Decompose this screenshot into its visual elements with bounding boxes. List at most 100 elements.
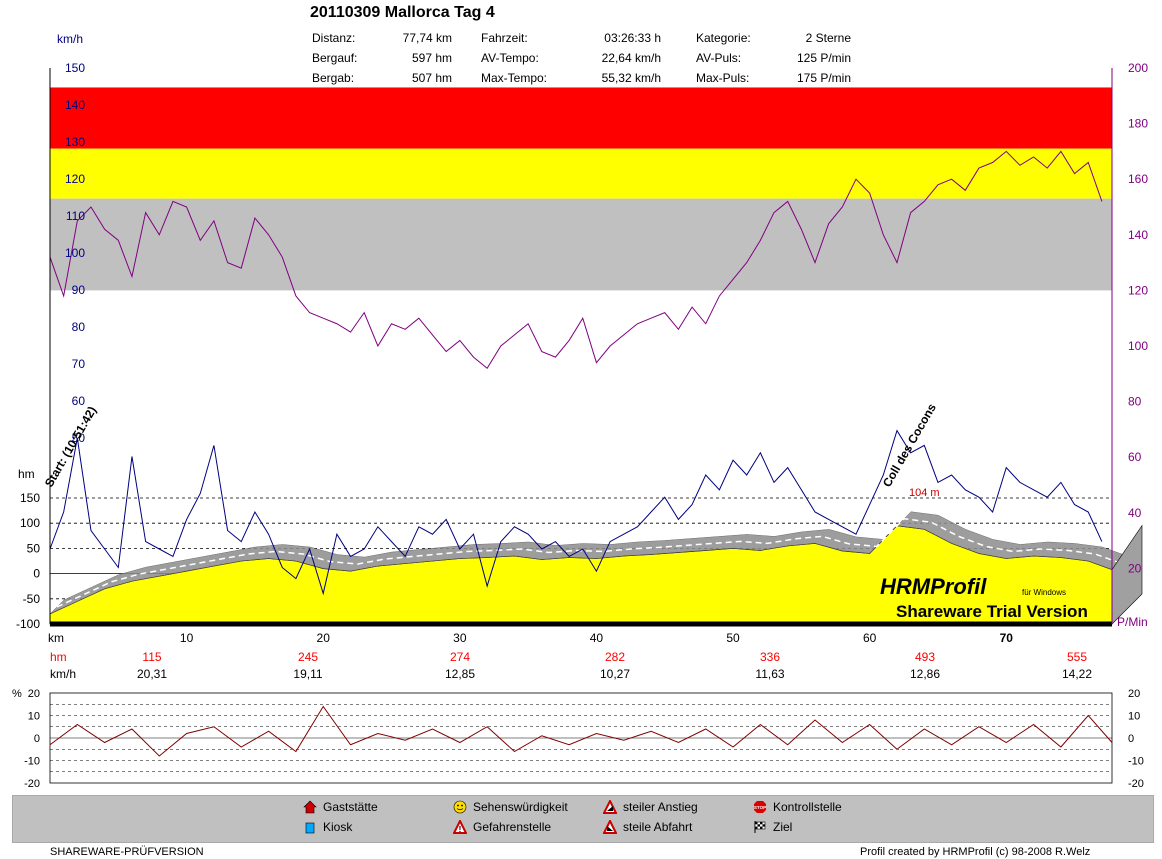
- pulse-tick-label: 140: [1128, 228, 1148, 242]
- legend-item: steile Abfahrt: [602, 818, 693, 834]
- legend-label: Sehenswürdigkeit: [473, 800, 568, 814]
- brand-watermark: HRMProfil: [880, 574, 987, 599]
- gradient-unit-label: %: [12, 688, 22, 700]
- speed-tick-label: 130: [65, 135, 85, 149]
- speed-tick-label: 70: [72, 357, 86, 371]
- summary-value: 11,63: [755, 667, 784, 681]
- warning-icon: !: [452, 818, 468, 834]
- stat-label: Kategorie:: [696, 31, 751, 45]
- legend-item: Sehenswürdigkeit: [453, 800, 568, 814]
- main-chart: 1501401301201101009080706050200180160140…: [16, 61, 1148, 681]
- footer-left: SHAREWARE-PRÜFVERSION: [50, 846, 204, 858]
- distance-tick-label: 70: [1000, 631, 1014, 645]
- summary-row-label: km/h: [50, 667, 76, 681]
- pulse-tick-label: 20: [1128, 561, 1142, 575]
- speed-tick-label: 150: [65, 61, 85, 75]
- stat-label: AV-Tempo:: [481, 51, 539, 65]
- stat-value: 597 hm: [411, 51, 452, 65]
- altitude-tick-label: 100: [20, 516, 40, 530]
- distance-tick-label: 30: [453, 631, 467, 645]
- pulse-zone: [50, 87, 1112, 149]
- distance-tick-label: 60: [863, 631, 877, 645]
- pulse-tick-label: 80: [1128, 395, 1142, 409]
- pulse-tick-label: 120: [1128, 283, 1148, 297]
- altitude-unit-label: hm: [18, 467, 35, 481]
- speed-tick-label: 80: [72, 320, 86, 334]
- legend-panel: Gaststätte Kiosk Sehenswürdigkeit ! Gefa…: [12, 795, 1154, 843]
- summary-value: 274: [450, 650, 470, 664]
- trial-watermark: Shareware Trial Version: [896, 602, 1088, 621]
- altitude-tick-label: -100: [16, 617, 40, 631]
- gradient-chart: 20 10 0 -10 -20% 20 10 0 -10 -20: [12, 688, 1144, 790]
- legend-item: STOP Kontrollstelle: [753, 800, 842, 814]
- speed-tick-label: 90: [72, 283, 86, 297]
- summary-value: 493: [915, 650, 935, 664]
- summary-value: 115: [142, 650, 161, 664]
- pulse-line: [49, 150, 1103, 369]
- summary-value: 555: [1067, 650, 1087, 664]
- stat-value: 175 P/min: [796, 71, 851, 85]
- legend-label: Gaststätte: [323, 800, 378, 814]
- pulse-tick-label: 100: [1128, 339, 1148, 353]
- stat-value: 507 hm: [411, 71, 452, 85]
- distance-tick-label: 10: [180, 631, 194, 645]
- altitude-tick-label: -50: [23, 592, 41, 606]
- gradient-tick-left: 10: [28, 711, 40, 723]
- stat-label: Distanz:: [312, 31, 356, 45]
- stat-label: Bergauf:: [312, 51, 358, 65]
- house-icon: [303, 800, 317, 814]
- cup-icon: [303, 820, 317, 834]
- legend-item: Kiosk: [303, 820, 352, 834]
- speed-tick-label: 100: [65, 246, 85, 260]
- gradient-tick-right: -20: [1128, 778, 1144, 790]
- chart-title: 20110309 Mallorca Tag 4: [310, 4, 495, 21]
- speed-tick-label: 50: [72, 431, 86, 445]
- summary-value: 282: [605, 650, 625, 664]
- pulse-zone: [50, 198, 1112, 291]
- stat-value: 22,64 km/h: [601, 51, 661, 65]
- svg-text:STOP: STOP: [754, 805, 766, 810]
- checkered-flag-icon: [753, 820, 767, 834]
- svg-text:!: !: [459, 825, 462, 834]
- speed-tick-label: 110: [66, 209, 85, 223]
- legend-label: steile Abfahrt: [623, 820, 693, 834]
- steep-ascent-icon: [602, 798, 618, 814]
- distance-tick-label: 40: [590, 631, 604, 645]
- pulse-tick-label: 40: [1128, 506, 1142, 520]
- steep-descent-icon: [602, 818, 618, 834]
- footer-right: Profil created by HRMProfil (c) 98-2008 …: [860, 846, 1091, 858]
- stop-icon: STOP: [753, 800, 767, 814]
- legend-item: Ziel: [753, 820, 792, 834]
- altitude-tick-label: 150: [20, 491, 40, 505]
- gradient-tick-right: -10: [1128, 756, 1144, 768]
- distance-unit-label: km: [48, 631, 64, 645]
- speed-line: [49, 429, 1103, 596]
- summary-value: 14,22: [1062, 667, 1092, 681]
- legend-label: Ziel: [773, 820, 793, 834]
- stat-value: 77,74 km: [402, 31, 452, 45]
- stat-value: 125 P/min: [796, 51, 851, 65]
- summary-value: 336: [760, 650, 780, 664]
- pulse-tick-label: 160: [1128, 172, 1148, 186]
- summary-value: 12,86: [910, 667, 940, 681]
- altitude-ribbon-line: [56, 517, 1120, 608]
- stat-label: Fahrzeit:: [481, 31, 528, 45]
- stat-value: 55,32 km/h: [601, 71, 661, 85]
- gradient-tick-left: -10: [24, 756, 40, 768]
- legend-label: Kontrollstelle: [773, 800, 842, 814]
- legend-label: Gefahrenstelle: [473, 820, 552, 834]
- pulse-unit-label: P/Min: [1117, 615, 1148, 629]
- legend-item: steiler Anstieg: [602, 798, 698, 814]
- stat-label: AV-Puls:: [696, 51, 742, 65]
- summary-row-label: hm: [50, 650, 67, 664]
- legend-label: steiler Anstieg: [623, 800, 698, 814]
- speed-tick-label: 120: [65, 172, 85, 186]
- gradient-tick-right: 0: [1128, 733, 1134, 745]
- pulse-zone: [50, 148, 1112, 199]
- gradient-tick-left: 20: [28, 688, 40, 700]
- stat-value: 03:26:33 h: [604, 31, 661, 45]
- stat-value: 2 Sterne: [805, 31, 851, 45]
- summary-value: 19,11: [293, 667, 322, 681]
- summary-value: 10,27: [600, 667, 630, 681]
- gradient-tick-left: 0: [34, 733, 40, 745]
